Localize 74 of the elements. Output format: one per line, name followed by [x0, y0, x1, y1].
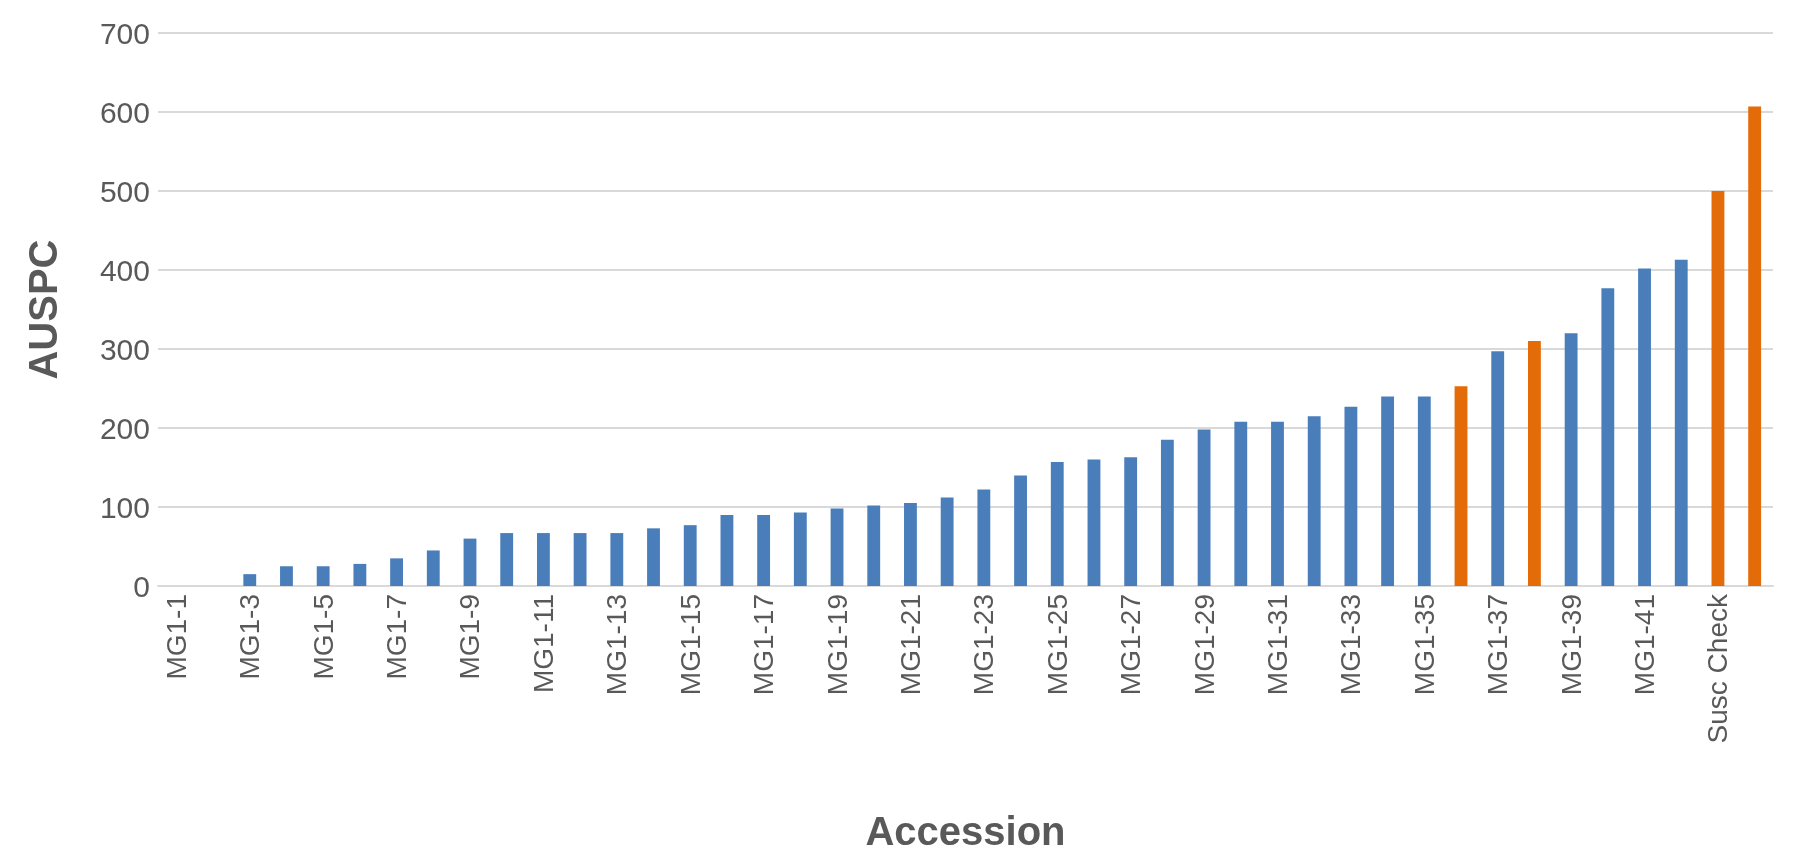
bar: [904, 503, 917, 586]
bar: [1307, 416, 1321, 586]
bar: [500, 533, 514, 586]
bar: [610, 533, 624, 586]
bar: [1014, 475, 1027, 586]
bar: [1050, 461, 1064, 586]
y-tick-label: 600: [99, 95, 150, 129]
bar: [1417, 396, 1431, 586]
bar: [1344, 406, 1358, 586]
bar: [1564, 333, 1578, 586]
x-axis-title: Accession: [865, 809, 1066, 853]
y-tick-label: 300: [99, 332, 150, 366]
y-tick-label: 100: [99, 490, 150, 524]
x-tick-label: MG1-15: [674, 594, 706, 696]
bar: [536, 533, 550, 586]
bar: [1381, 396, 1395, 586]
x-tick-label: MG1-9: [454, 594, 486, 680]
bar: [757, 514, 771, 586]
y-axis-title: AUSPC: [21, 239, 65, 380]
x-tick-label: MG1-27: [1115, 594, 1147, 696]
bar: [830, 508, 844, 586]
x-tick-label: MG1-37: [1482, 594, 1514, 696]
x-tick-label: MG1-19: [821, 594, 853, 696]
bar: [977, 489, 991, 586]
bar: [683, 525, 697, 586]
bar: [1674, 259, 1688, 586]
x-tick-label: MG1-1: [160, 594, 192, 680]
x-tick-label: MG1-17: [748, 594, 780, 696]
bar: [1124, 457, 1138, 586]
x-tick-label: MG1-21: [894, 594, 926, 696]
bar: [1087, 459, 1101, 586]
bar: [463, 538, 477, 586]
bar: [1528, 341, 1541, 586]
bar: [390, 558, 403, 586]
x-tick-label: MG1-5: [307, 594, 339, 680]
x-tick-label: MG1-3: [234, 594, 266, 680]
bar: [1711, 191, 1725, 586]
bar: [1601, 288, 1615, 586]
bar: [573, 533, 587, 586]
bar: [426, 550, 440, 586]
bar: [720, 514, 734, 586]
x-tick-label: MG1-35: [1408, 594, 1440, 696]
x-tick-label: MG1-41: [1629, 594, 1661, 696]
x-tick-label: MG1-31: [1261, 594, 1293, 696]
bar: [280, 566, 293, 586]
bar: [1491, 351, 1505, 586]
bar: [867, 505, 881, 586]
bar: [1234, 421, 1248, 586]
x-tick-label: MG1-23: [968, 594, 1000, 696]
y-tick-label: 200: [99, 411, 150, 445]
bar: [243, 574, 257, 586]
bar: [647, 528, 660, 586]
bar: [1454, 386, 1468, 586]
bar: [1271, 421, 1284, 586]
bar: [1748, 106, 1762, 586]
x-tick-label: Susc Check: [1702, 593, 1734, 744]
x-tick-label: MG1-11: [527, 594, 559, 694]
x-tick-label: MG1-7: [381, 594, 413, 680]
x-tick-label: MG1-39: [1555, 594, 1587, 696]
x-tick-label: MG1-25: [1041, 594, 1073, 696]
bar: [1197, 429, 1211, 586]
bar: [316, 566, 330, 586]
x-tick-label: MG1-33: [1335, 594, 1367, 696]
x-tick-label: MG1-13: [601, 594, 633, 696]
bar: [1160, 439, 1174, 586]
y-tick-label: 400: [99, 253, 150, 287]
bar: [940, 497, 954, 586]
bar: [793, 512, 807, 586]
y-tick-label: 0: [133, 569, 150, 603]
x-tick-label: MG1-29: [1188, 594, 1220, 696]
y-tick-label: 500: [99, 174, 150, 208]
bar: [1638, 268, 1651, 586]
bar: [353, 563, 367, 586]
y-tick-label: 700: [99, 16, 150, 50]
